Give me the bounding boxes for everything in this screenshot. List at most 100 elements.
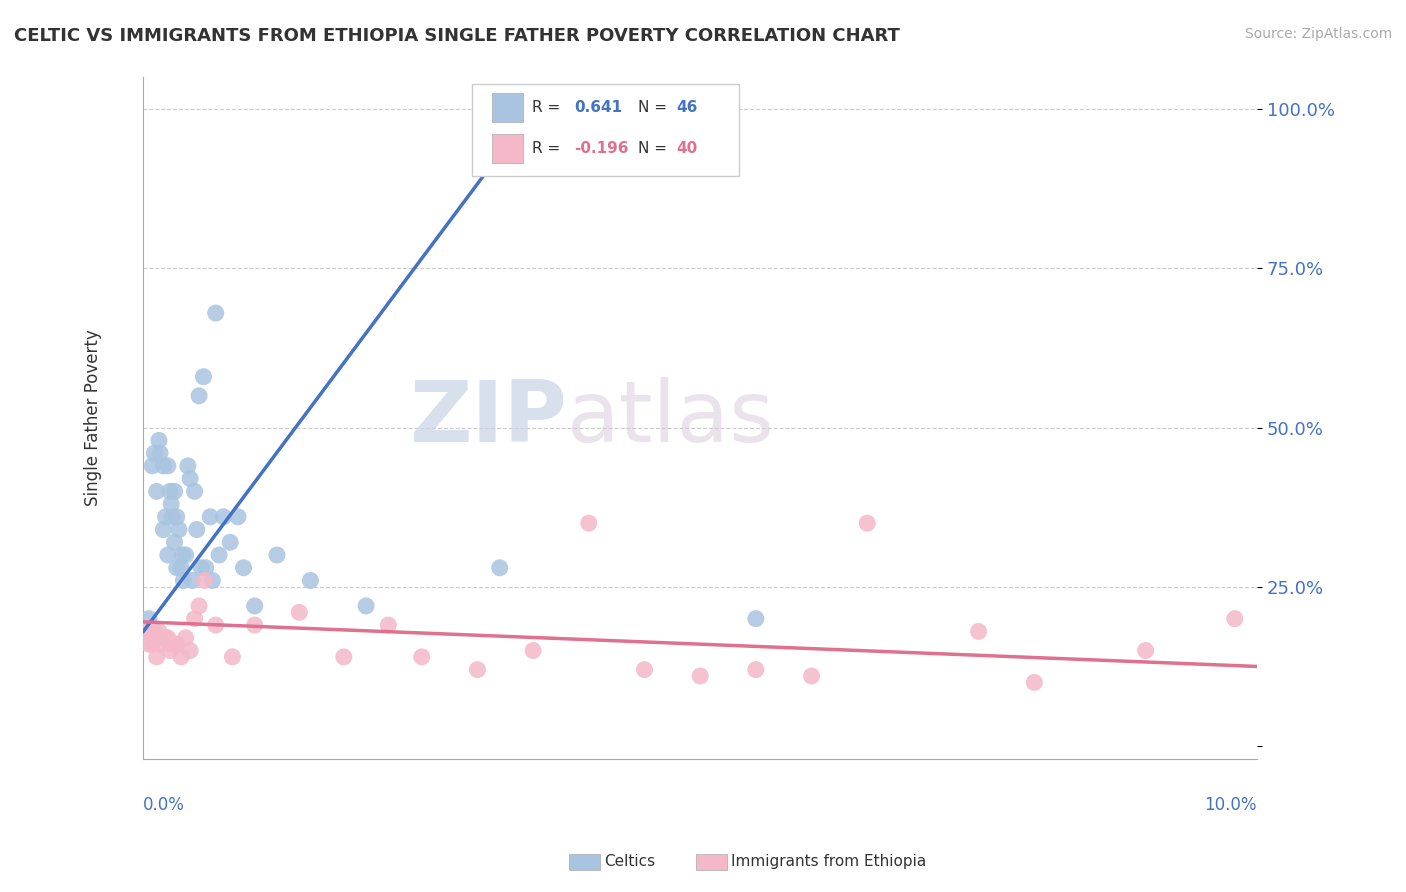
Point [208,548,231,562]
Point [179,472,201,486]
Point [141,458,163,473]
Point [156,631,179,645]
FancyBboxPatch shape [492,134,523,162]
Point [183,484,205,499]
Text: ZIP: ZIP [409,376,567,459]
Text: 10.0%: 10.0% [1205,797,1257,814]
Point [377,618,399,632]
Text: 0.641: 0.641 [574,100,623,115]
Point [172,548,194,562]
Text: Source: ZipAtlas.com: Source: ZipAtlas.com [1244,27,1392,41]
Point [204,306,226,320]
Point [170,560,193,574]
Point [149,446,172,460]
Point [150,637,173,651]
Point [232,560,254,574]
Point [166,637,188,651]
Point [1024,675,1046,690]
Text: R =: R = [531,100,565,115]
Point [266,548,288,562]
Point [145,484,167,499]
Point [522,643,544,657]
Point [689,669,711,683]
Point [174,631,197,645]
Point [177,458,200,473]
Point [201,574,224,588]
Text: R =: R = [531,141,565,156]
Point [226,509,249,524]
Point [135,624,157,639]
Point [152,631,174,645]
Point [162,637,184,651]
Point [148,624,170,639]
Point [1223,612,1246,626]
Point [166,560,188,574]
Point [162,509,184,524]
Point [167,523,190,537]
Point [152,458,174,473]
Point [141,637,163,651]
Point [288,605,311,619]
Point [488,560,510,574]
FancyBboxPatch shape [492,94,523,122]
Point [174,548,197,562]
Point [190,560,212,574]
Point [188,389,211,403]
Point [172,574,194,588]
Point [163,535,186,549]
Point [194,574,217,588]
Text: N =: N = [638,100,672,115]
Point [183,612,205,626]
Point [219,535,242,549]
Point [633,663,655,677]
Point [138,637,160,651]
Point [163,484,186,499]
Point [745,612,768,626]
Point [578,516,600,531]
Text: Immigrants from Ethiopia: Immigrants from Ethiopia [731,855,927,869]
Point [159,643,181,657]
Text: 0.0%: 0.0% [143,797,186,814]
Point [148,434,170,448]
Point [138,612,160,626]
Point [179,643,201,657]
Point [139,624,162,639]
Point [156,458,179,473]
Point [181,574,204,588]
Point [159,484,181,499]
Text: CELTIC VS IMMIGRANTS FROM ETHIOPIA SINGLE FATHER POVERTY CORRELATION CHART: CELTIC VS IMMIGRANTS FROM ETHIOPIA SINGL… [14,27,900,45]
Point [166,509,188,524]
Point [243,618,266,632]
Point [967,624,990,639]
Point [221,649,243,664]
Text: Single Father Poverty: Single Father Poverty [84,330,103,507]
Point [243,599,266,613]
Text: Celtics: Celtics [605,855,655,869]
Point [1135,643,1157,657]
Point [800,669,823,683]
Point [467,663,489,677]
FancyBboxPatch shape [472,84,740,177]
Point [411,649,433,664]
Point [160,497,183,511]
Point [193,369,215,384]
Point [170,649,193,664]
Text: N =: N = [638,141,672,156]
Point [194,560,217,574]
Text: atlas: atlas [567,376,775,459]
Point [354,599,377,613]
Point [745,663,768,677]
Point [143,624,166,639]
Point [152,523,174,537]
Point [156,548,179,562]
Point [333,649,356,664]
Text: 40: 40 [676,141,697,156]
Point [145,649,167,664]
Point [155,631,177,645]
Point [188,599,211,613]
Point [143,446,166,460]
Point [198,509,221,524]
Text: 46: 46 [676,100,699,115]
Point [204,618,226,632]
Point [186,523,208,537]
